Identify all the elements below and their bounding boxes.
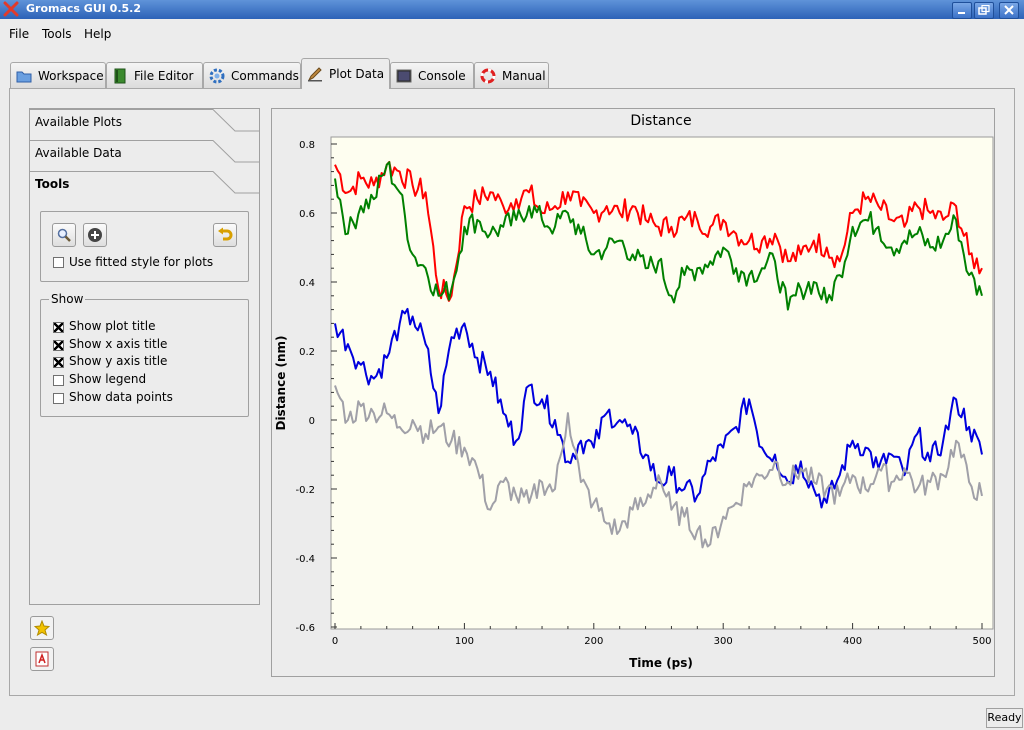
- maximize-button[interactable]: [974, 2, 994, 19]
- section-tab-shape: [30, 109, 259, 132]
- menu-file[interactable]: File: [9, 27, 30, 41]
- show-x-axis-title-label: Show x axis title: [69, 337, 168, 351]
- x-tick-label: 100: [455, 636, 474, 647]
- show-group-title: Show: [49, 292, 86, 306]
- restore-icon: [978, 5, 990, 15]
- x-icon: [3, 1, 19, 17]
- add-button[interactable]: [83, 223, 107, 247]
- series-line-3: [334, 385, 983, 549]
- y-tick-label: 0.2: [299, 347, 315, 358]
- pen-icon: [307, 67, 322, 82]
- show-plot-title-label: Show plot title: [69, 319, 156, 333]
- new-plot-button[interactable]: [30, 616, 54, 640]
- undo-button[interactable]: [213, 223, 237, 247]
- minimize-button[interactable]: [952, 2, 972, 19]
- show-legend-checkbox[interactable]: [53, 375, 64, 386]
- export-pdf-button[interactable]: [30, 647, 54, 671]
- folder-icon: [16, 71, 32, 83]
- book-icon: [114, 68, 126, 84]
- section-available-data[interactable]: Available Data: [30, 140, 259, 171]
- toolbox-panel: Available Plots Available Data Tools Use…: [29, 108, 260, 605]
- tab-manual[interactable]: Manual: [474, 62, 549, 88]
- menu-tools[interactable]: Tools: [42, 27, 72, 41]
- show-data-points-checkbox[interactable]: [53, 393, 64, 404]
- show-data-points-label: Show data points: [69, 390, 173, 404]
- minimize-icon: [958, 12, 965, 14]
- x-axis-label: Time (ps): [629, 656, 693, 670]
- status-indicator: Ready: [986, 708, 1023, 728]
- y-tick-label: 0.6: [299, 209, 315, 220]
- fitted-style-checkbox[interactable]: [53, 257, 64, 268]
- pdf-icon: [35, 651, 49, 667]
- menu-bar: File Tools Help: [0, 22, 1024, 46]
- tab-console[interactable]: Console: [390, 62, 474, 88]
- tab-content-panel: [9, 88, 1015, 696]
- close-icon: [1004, 5, 1014, 15]
- show-plot-title-checkbox[interactable]: [53, 322, 64, 333]
- section-tab-shape: [30, 140, 259, 163]
- y-tick-label: 0: [309, 416, 315, 427]
- y-tick-label: 0.4: [299, 278, 315, 289]
- y-tick-label: 0.8: [299, 140, 315, 151]
- magnifier-icon: [57, 228, 71, 242]
- distance-chart[interactable]: Distance 0.8 0.6 0.4 0.2 0 -0.2 -0.4 -0.6 0 100 200…: [272, 109, 994, 676]
- x-tick-label: 500: [972, 636, 991, 647]
- plus-circle-icon: [88, 228, 102, 242]
- plot-canvas: [330, 136, 994, 630]
- series-line-0: [334, 160, 983, 302]
- series-line-2: [334, 307, 983, 509]
- fitted-style-label: Use fitted style for plots: [69, 255, 214, 269]
- y-tick-label: -0.6: [295, 623, 315, 634]
- star-icon: [34, 620, 50, 636]
- show-y-axis-title-checkbox[interactable]: [53, 357, 64, 368]
- tab-commands[interactable]: Commands: [203, 62, 301, 88]
- x-tick-label: 300: [714, 636, 733, 647]
- section-available-plots[interactable]: Available Plots: [30, 109, 259, 140]
- title-bar: Gromacs GUI 0.5.2: [0, 0, 1024, 19]
- series-line-1: [334, 161, 983, 311]
- tab-plot-data[interactable]: Plot Data: [301, 58, 390, 89]
- x-tick-label: 200: [584, 636, 603, 647]
- undo-icon: [218, 227, 233, 241]
- show-x-axis-title-checkbox[interactable]: [53, 340, 64, 351]
- section-tab-shape: [30, 171, 259, 194]
- tab-file-editor[interactable]: File Editor: [106, 62, 203, 88]
- section-tools[interactable]: Tools: [30, 171, 259, 202]
- tab-workspace[interactable]: Workspace: [10, 62, 106, 88]
- plot-area-frame: Distance 0.8 0.6 0.4 0.2 0 -0.2 -0.4 -0.6 0 100 200…: [271, 108, 995, 677]
- show-y-axis-title-label: Show y axis title: [69, 354, 168, 368]
- lifebuoy-icon: [480, 68, 496, 84]
- show-group: Show Show plot title Show x axis title S…: [40, 292, 249, 417]
- close-button[interactable]: [999, 2, 1019, 19]
- show-legend-label: Show legend: [69, 372, 147, 386]
- gear-icon: [209, 68, 225, 84]
- y-tick-label: -0.4: [295, 554, 315, 565]
- menu-help[interactable]: Help: [84, 27, 112, 41]
- x-tick-label: 400: [843, 636, 862, 647]
- zoom-button[interactable]: [52, 223, 76, 247]
- chart-title: Distance: [630, 113, 691, 129]
- y-tick-label: -0.2: [295, 485, 315, 496]
- y-axis-label: Distance (nm): [274, 335, 288, 430]
- x-tick-label: 0: [332, 636, 338, 647]
- tools-group: Use fitted style for plots: [40, 211, 249, 282]
- window-title: Gromacs GUI 0.5.2: [26, 2, 141, 15]
- terminal-icon: [396, 69, 412, 83]
